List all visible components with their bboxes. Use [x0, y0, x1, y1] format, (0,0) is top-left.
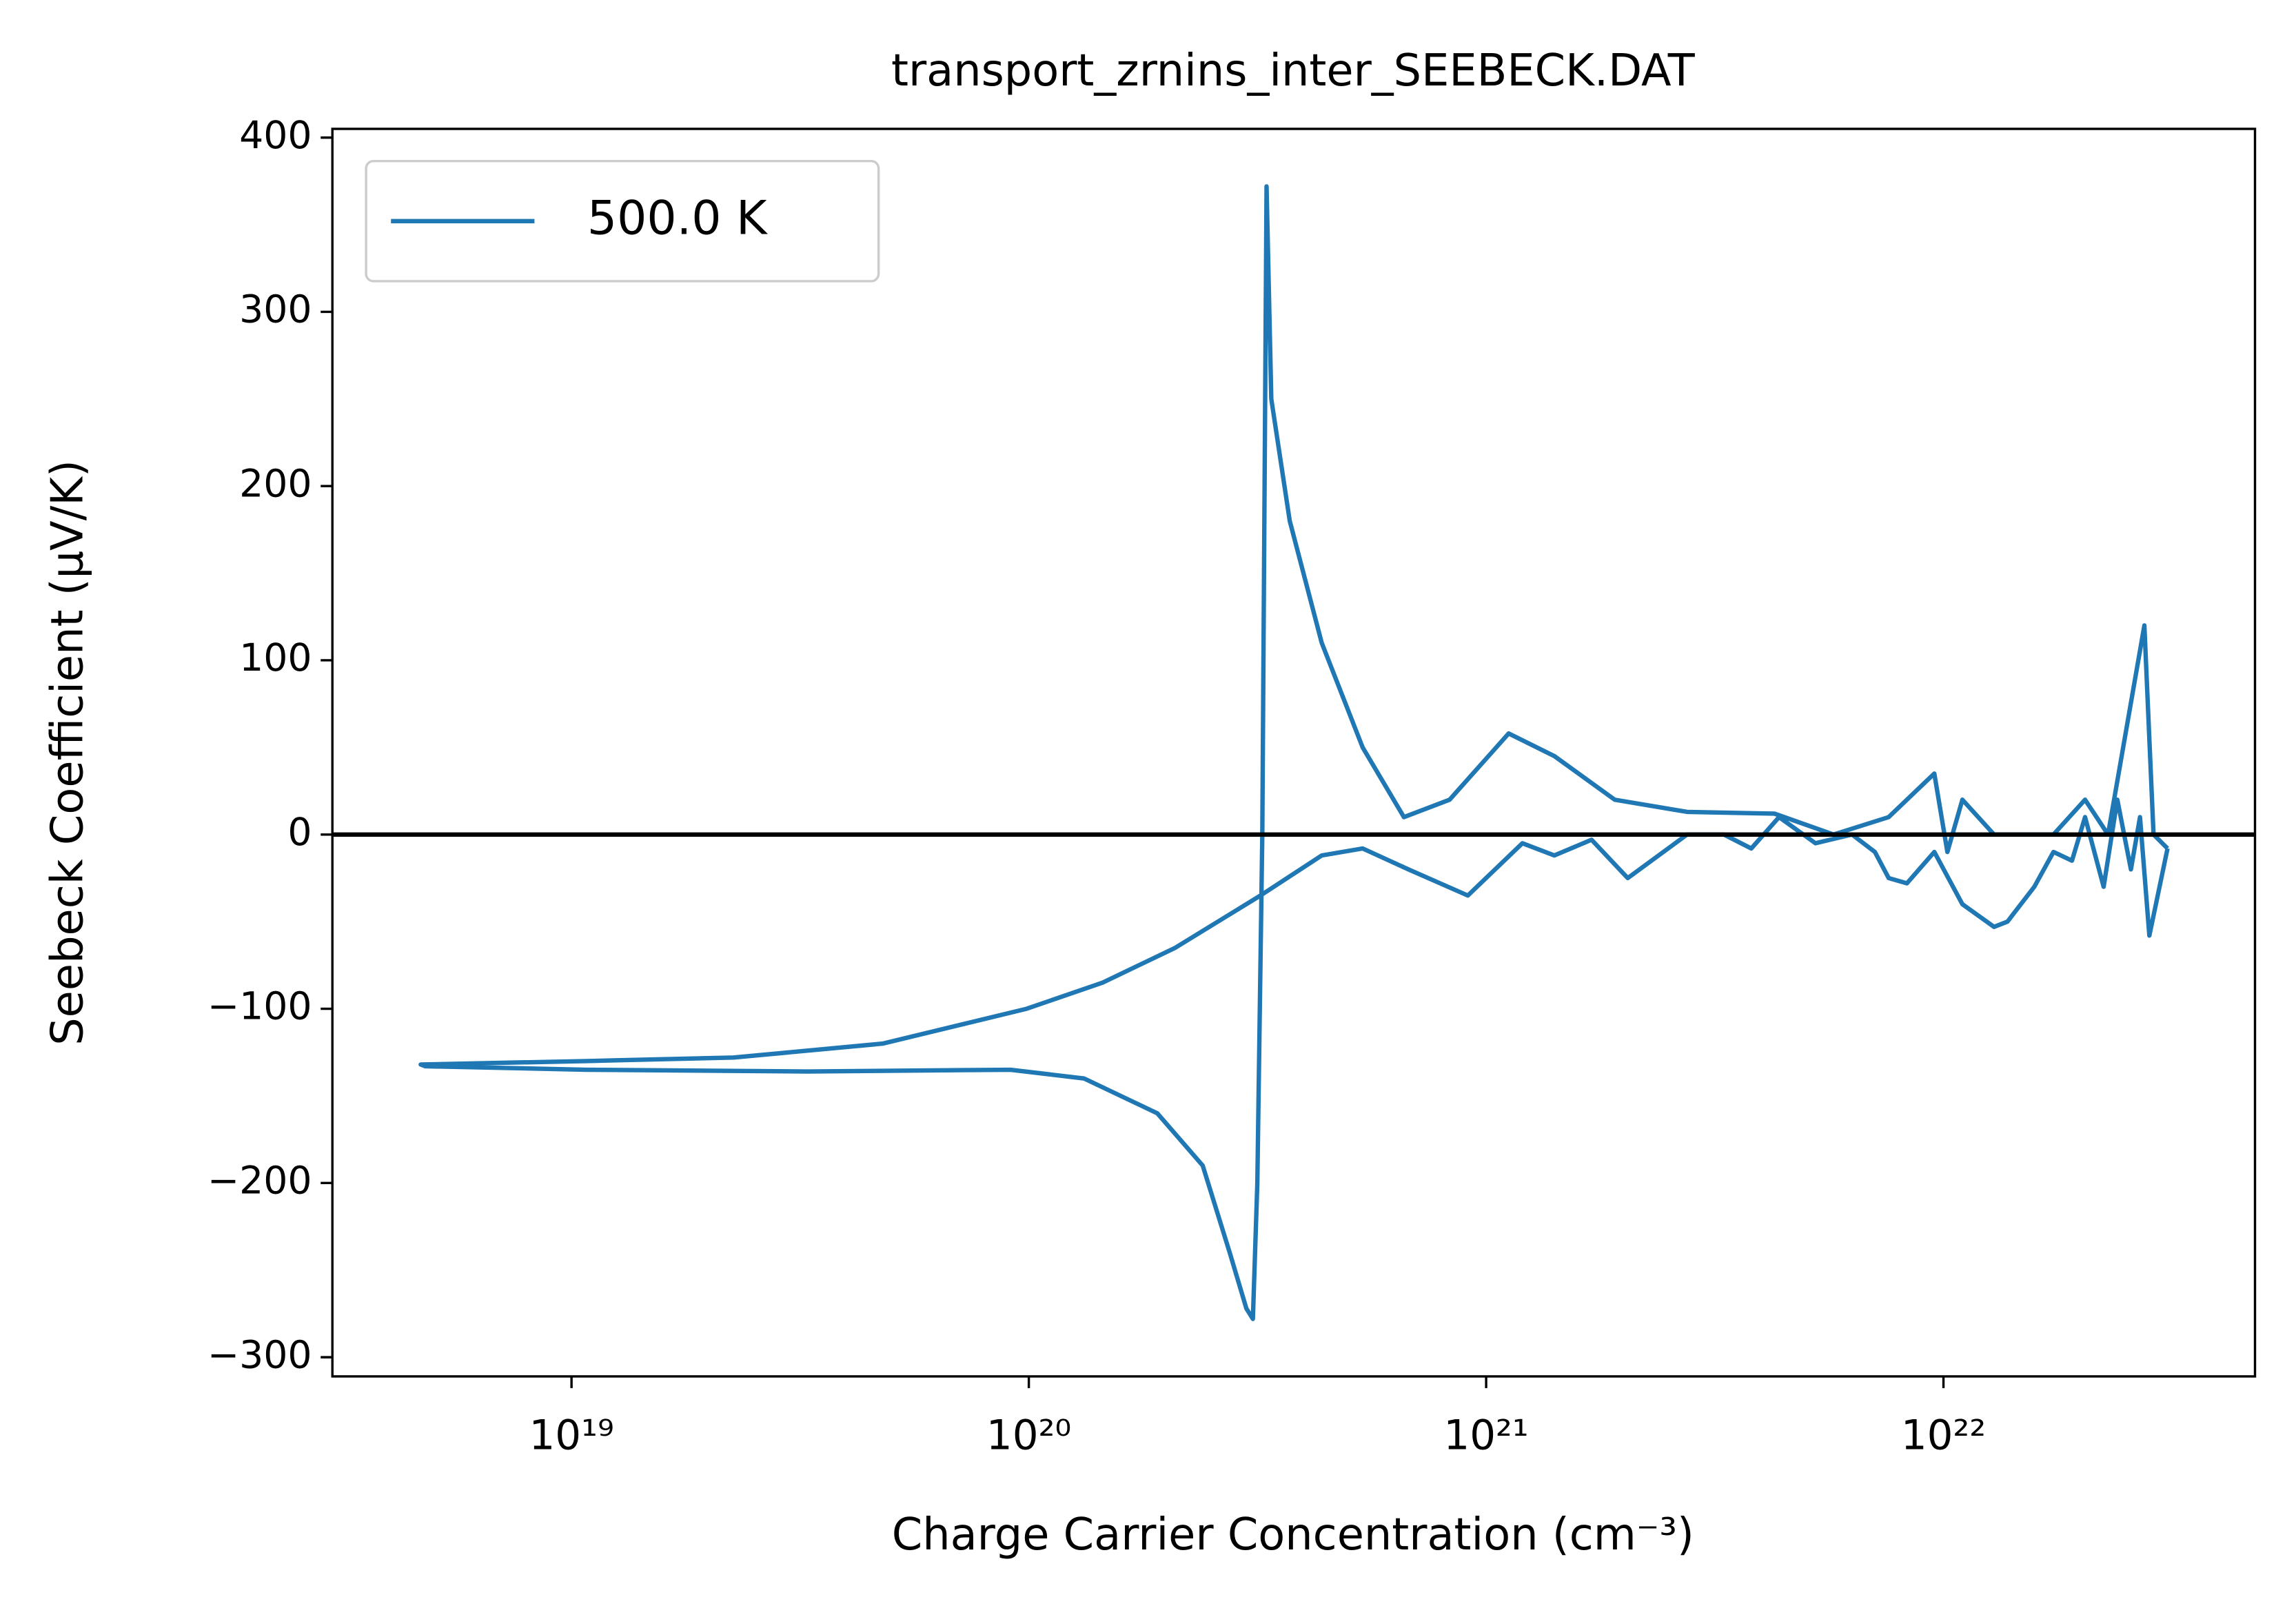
y-tick-label: 100	[239, 636, 312, 680]
y-tick-label: 0	[287, 811, 312, 855]
x-tick-label: 10²⁰	[986, 1412, 1071, 1459]
y-tick-label: −300	[207, 1333, 312, 1377]
y-tick-label: 400	[239, 114, 312, 158]
x-tick-label: 10¹⁹	[529, 1412, 613, 1459]
legend-label: 500.0 K	[587, 191, 768, 245]
plot-frame	[331, 128, 2257, 1378]
y-tick-label: −200	[207, 1159, 312, 1203]
x-axis-label: Charge Carrier Concentration (cm⁻³)	[892, 1509, 1694, 1560]
chart-title: transport_zrnins_inter_SEEBECK.DAT	[891, 45, 1696, 96]
plot-area	[418, 184, 2170, 1321]
x-tick-label: 10²²	[1901, 1412, 1986, 1459]
y-tick-label: 300	[239, 288, 312, 332]
data-line	[418, 184, 2170, 1321]
x-tick-label: 10²¹	[1443, 1412, 1528, 1459]
y-tick-label: −100	[207, 985, 312, 1029]
y-axis-label: Seebeck Coefficient (μV/K)	[43, 460, 94, 1046]
y-tick-label: 200	[239, 462, 312, 506]
legend-box	[365, 160, 880, 283]
